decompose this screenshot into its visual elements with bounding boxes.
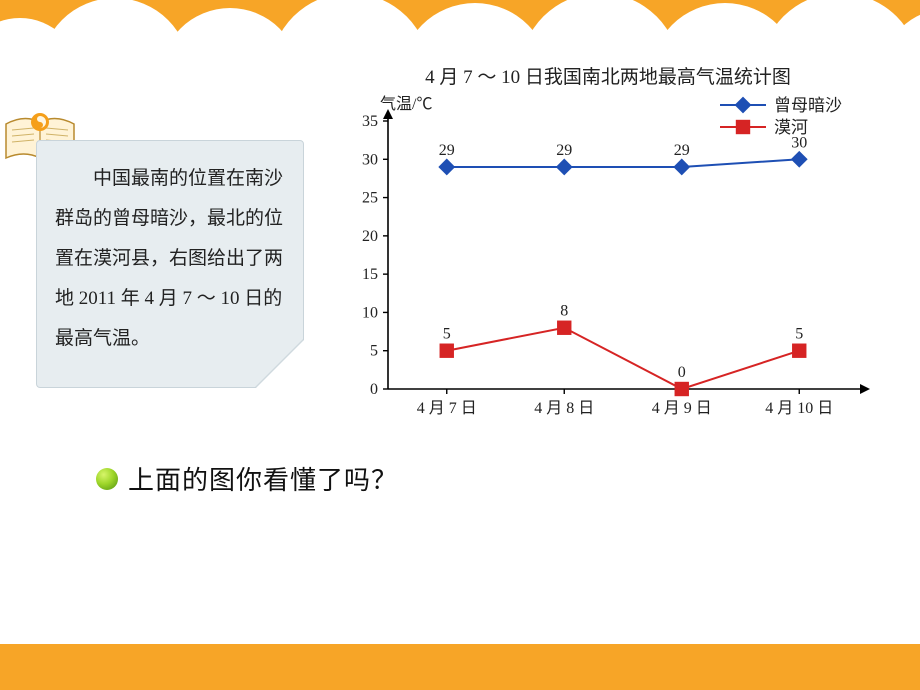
svg-text:29: 29 <box>556 142 572 159</box>
svg-text:5: 5 <box>795 326 803 343</box>
chart-area: 4 月 7 ～ 10 日我国南北两地最高气温统计图 气温/℃ 0 5 10 15 20 25… <box>318 62 898 424</box>
svg-text:0: 0 <box>678 364 686 381</box>
bottom-border <box>0 644 920 690</box>
svg-text:35: 35 <box>362 113 378 130</box>
svg-text:5: 5 <box>443 326 451 343</box>
svg-text:0: 0 <box>370 381 378 398</box>
svg-text:29: 29 <box>674 142 690 159</box>
question-text: 上面的图你看懂了吗？ <box>128 460 398 497</box>
svg-text:8: 8 <box>560 303 568 320</box>
svg-text:15: 15 <box>362 266 378 283</box>
question-row: 上面的图你看懂了吗？ <box>96 460 398 497</box>
svg-text:4 月 10 日: 4 月 10 日 <box>765 400 833 417</box>
svg-text:20: 20 <box>362 228 378 245</box>
svg-text:25: 25 <box>362 190 378 207</box>
svg-text:29: 29 <box>439 142 455 159</box>
info-card-text: 中国最南的位置在南沙群岛的曾母暗沙，最北的位置在漠河县，右图给出了两地 2011… <box>55 159 287 358</box>
svg-text:5: 5 <box>370 343 378 360</box>
svg-text:30: 30 <box>791 134 807 151</box>
svg-text:10: 10 <box>362 304 378 321</box>
svg-text:曾母暗沙: 曾母暗沙 <box>774 96 842 115</box>
svg-text:气温/℃: 气温/℃ <box>380 95 432 113</box>
svg-text:4 月 9 日: 4 月 9 日 <box>652 400 712 417</box>
page-curl <box>255 339 303 387</box>
svg-text:4 月 8 日: 4 月 8 日 <box>534 400 594 417</box>
bullet-icon <box>96 468 118 490</box>
svg-text:4 月 7 日: 4 月 7 日 <box>417 400 477 417</box>
chart-title: 4 月 7 ～ 10 日我国南北两地最高气温统计图 <box>318 62 898 89</box>
info-card: 中国最南的位置在南沙群岛的曾母暗沙，最北的位置在漠河县，右图给出了两地 2011… <box>36 140 304 388</box>
svg-text:30: 30 <box>362 151 378 168</box>
line-chart: 气温/℃ 0 5 10 15 20 25 30 35 4 月 7 日 4 月 8 日 4 月 9 日 4… <box>318 93 878 423</box>
